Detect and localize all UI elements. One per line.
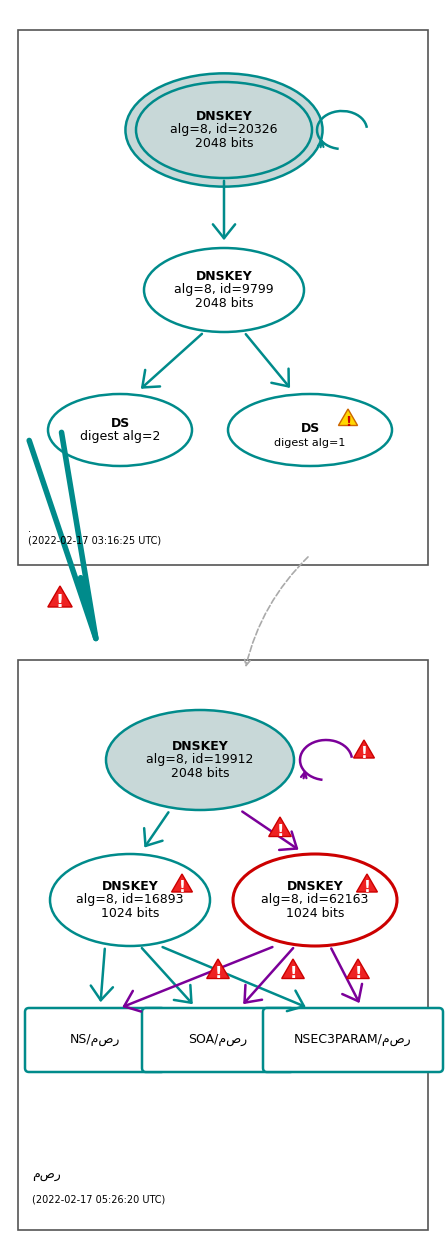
Ellipse shape [48, 393, 192, 466]
Text: alg=8, id=19912: alg=8, id=19912 [146, 753, 254, 767]
Text: alg=8, id=9799: alg=8, id=9799 [174, 284, 274, 297]
Text: !: ! [56, 593, 64, 611]
Text: digest alg=1: digest alg=1 [274, 437, 346, 447]
Text: DS: DS [110, 417, 130, 430]
Text: !: ! [354, 967, 362, 982]
Polygon shape [338, 409, 358, 426]
FancyBboxPatch shape [25, 1008, 165, 1072]
Text: 1024 bits: 1024 bits [286, 908, 344, 920]
Ellipse shape [233, 854, 397, 947]
Text: 1024 bits: 1024 bits [101, 908, 159, 920]
Polygon shape [48, 586, 72, 607]
Text: DNSKEY: DNSKEY [287, 880, 343, 892]
Text: alg=8, id=62163: alg=8, id=62163 [261, 894, 369, 906]
Ellipse shape [144, 248, 304, 332]
Text: SOA/مصر: SOA/مصر [189, 1033, 248, 1047]
Text: alg=8, id=20326: alg=8, id=20326 [170, 123, 278, 137]
Ellipse shape [126, 73, 323, 186]
Polygon shape [347, 959, 369, 978]
Text: !: ! [214, 967, 222, 982]
Polygon shape [172, 874, 193, 892]
Text: !: ! [345, 415, 351, 429]
Ellipse shape [50, 854, 210, 947]
Text: !: ! [361, 747, 367, 762]
Text: !: ! [363, 880, 371, 895]
Text: DNSKEY: DNSKEY [101, 880, 158, 892]
Text: alg=8, id=16893: alg=8, id=16893 [76, 894, 184, 906]
Text: 2048 bits: 2048 bits [171, 767, 229, 781]
Text: DNSKEY: DNSKEY [196, 270, 253, 283]
Text: digest alg=2: digest alg=2 [80, 430, 160, 444]
Polygon shape [357, 874, 377, 892]
Text: DNSKEY: DNSKEY [172, 740, 228, 753]
Text: (2022-02-17 05:26:20 UTC): (2022-02-17 05:26:20 UTC) [32, 1195, 165, 1205]
Text: DS: DS [300, 421, 320, 435]
Text: NSEC3PARAM/مصر: NSEC3PARAM/مصر [294, 1033, 412, 1047]
Polygon shape [269, 817, 291, 836]
Text: NS/مصر: NS/مصر [70, 1033, 120, 1047]
Bar [18, 30, 428, 564]
Text: 2048 bits: 2048 bits [195, 137, 253, 150]
Text: .
(2022-02-17 03:16:25 UTC): . (2022-02-17 03:16:25 UTC) [28, 524, 161, 546]
Polygon shape [354, 740, 375, 758]
Text: DNSKEY: DNSKEY [196, 111, 253, 123]
Text: مصر: مصر [32, 1169, 61, 1182]
Ellipse shape [228, 393, 392, 466]
Text: !: ! [178, 880, 186, 895]
Polygon shape [207, 959, 229, 978]
Text: !: ! [276, 825, 284, 840]
FancyBboxPatch shape [263, 1008, 443, 1072]
Text: !: ! [289, 967, 297, 982]
FancyBboxPatch shape [142, 1008, 294, 1072]
Ellipse shape [136, 82, 312, 178]
Bar [18, 660, 428, 1231]
Text: 2048 bits: 2048 bits [195, 297, 253, 310]
Polygon shape [282, 959, 304, 978]
Ellipse shape [106, 710, 294, 810]
